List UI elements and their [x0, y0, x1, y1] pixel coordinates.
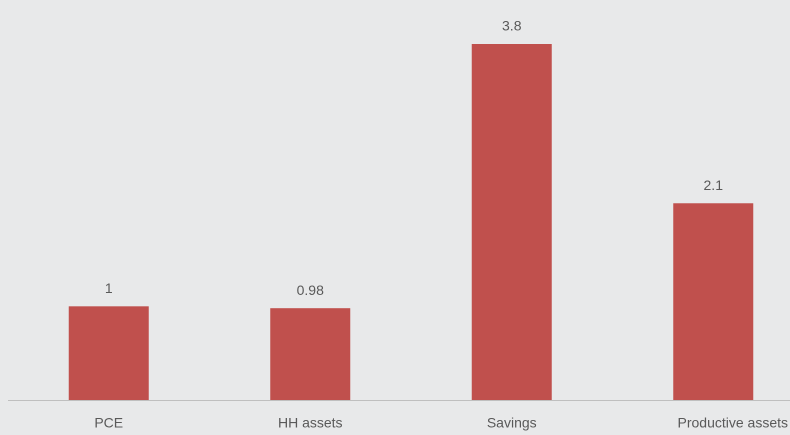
- x-tick-label: Savings: [487, 415, 537, 431]
- data-label: 3.8: [502, 18, 522, 34]
- bar: [270, 308, 351, 400]
- x-tick-label: PCE: [94, 415, 123, 431]
- data-label: 2.1: [704, 177, 724, 193]
- data-label: 1: [105, 280, 113, 296]
- x-tick-label: Productive assets: [678, 415, 789, 431]
- bar: [673, 203, 754, 400]
- bar: [471, 44, 552, 400]
- data-label: 0.98: [297, 282, 324, 298]
- bar: [68, 306, 149, 400]
- x-tick-label: HH assets: [278, 415, 343, 431]
